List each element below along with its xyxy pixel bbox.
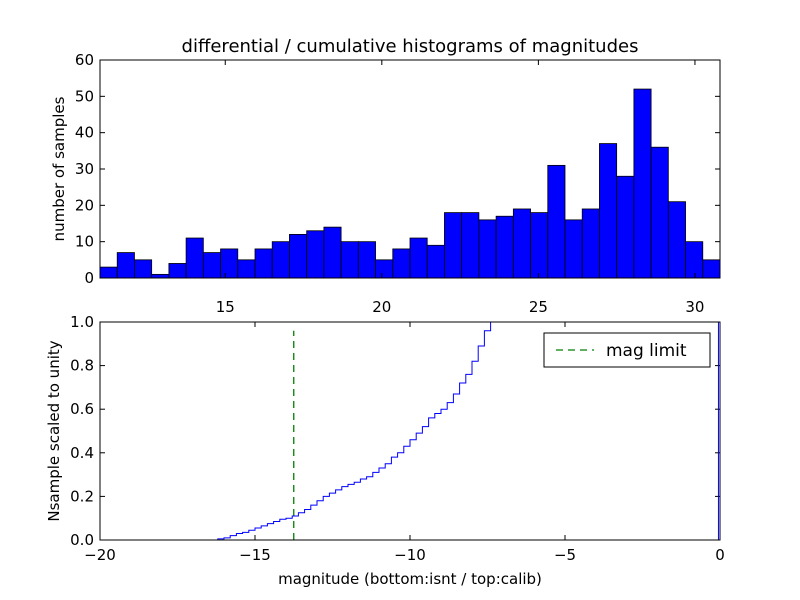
histogram-bar <box>616 175 635 279</box>
histogram-bar <box>357 241 376 279</box>
histogram-bar <box>323 226 342 279</box>
top-y-axis-label: number of samples <box>50 96 68 241</box>
histogram-bar <box>375 259 394 279</box>
top-y-tick-label: 60 <box>75 51 94 69</box>
bottom-cumulative-panel: 0.0 0.2 0.4 0.6 0.8 1.0 −20 −15 −10 −5 0 mag limit… <box>45 313 725 588</box>
bottom-x-tick-label: 0 <box>715 546 725 564</box>
top-y-tick-label: 40 <box>75 124 94 142</box>
bottom-x-tick-label: −15 <box>239 546 271 564</box>
top-y-tick-label: 10 <box>75 233 94 251</box>
top-x-tick-label: 15 <box>216 298 235 316</box>
histogram-bar <box>340 241 359 279</box>
histogram-bar <box>444 212 463 279</box>
bottom-y-tick-label: 0.2 <box>70 487 94 505</box>
histogram-bar <box>633 88 652 279</box>
histogram-bar <box>530 212 549 279</box>
bottom-x-tick-label: −20 <box>84 546 116 564</box>
cumulative-step-line <box>100 321 719 541</box>
bottom-y-tick-label: 0.0 <box>70 531 94 549</box>
top-x-tick-label: 30 <box>685 298 704 316</box>
chart-title: differential / cumulative histograms of … <box>182 36 639 57</box>
bottom-y-axis-label: Nsample scaled to unity <box>45 340 63 521</box>
bottom-axis-ticks: 0.0 0.2 0.4 0.6 0.8 1.0 −20 −15 −10 −5 0 <box>70 313 725 564</box>
histogram-bar <box>667 201 686 279</box>
histogram-bar <box>254 248 273 279</box>
bottom-x-tick-label: −5 <box>554 546 576 564</box>
histogram-bar <box>151 273 170 279</box>
histogram-bar <box>702 259 721 279</box>
histogram-bar <box>547 164 566 279</box>
top-x-tick-label: 25 <box>529 298 548 316</box>
bottom-x-axis-label: magnitude (bottom:isnt / top:calib) <box>278 570 542 588</box>
histogram-bar <box>581 208 600 279</box>
histogram-bar <box>392 248 411 279</box>
histogram-bar <box>495 215 514 279</box>
histogram-bar <box>650 146 669 279</box>
top-axes-frame <box>99 59 721 279</box>
bottom-axes-frame <box>99 321 721 541</box>
bottom-y-tick-label: 0.4 <box>70 444 94 462</box>
top-histogram-panel: differential / cumulative histograms of … <box>50 36 721 316</box>
histogram-bar <box>409 237 428 279</box>
histogram-bar <box>237 259 256 279</box>
histogram-bar <box>289 233 308 279</box>
legend-label-mag-limit: mag limit <box>606 341 687 361</box>
bottom-y-tick-label: 0.6 <box>70 400 94 418</box>
histogram-bar <box>564 219 583 279</box>
bottom-y-tick-label: 1.0 <box>70 313 94 331</box>
histogram-bar <box>478 219 497 279</box>
histogram-bar <box>134 259 153 279</box>
histogram-bar <box>202 252 221 279</box>
histogram-bar <box>220 248 239 279</box>
histogram-bar <box>271 241 290 279</box>
legend: mag limit <box>543 332 711 368</box>
histogram-bar <box>512 208 531 279</box>
top-x-tick-label: 20 <box>372 298 391 316</box>
top-y-tick-label: 20 <box>75 196 94 214</box>
top-y-tick-label: 30 <box>75 160 94 178</box>
top-y-tick-label: 0 <box>84 269 94 287</box>
histogram-bar <box>685 241 704 279</box>
histogram-bar <box>99 266 118 279</box>
histogram-bar <box>168 263 187 279</box>
histogram-bar <box>185 237 204 279</box>
histogram-bar <box>426 244 445 279</box>
top-y-tick-label: 50 <box>75 87 94 105</box>
bottom-y-tick-label: 0.8 <box>70 357 94 375</box>
histogram-bar <box>599 143 618 279</box>
top-axis-ticks: 0 10 20 30 40 50 60 15 20 25 30 <box>75 51 720 316</box>
histogram-bar <box>116 252 135 279</box>
histogram-bar <box>461 212 480 279</box>
histogram-bar <box>306 230 325 279</box>
bottom-x-tick-label: −10 <box>394 546 426 564</box>
